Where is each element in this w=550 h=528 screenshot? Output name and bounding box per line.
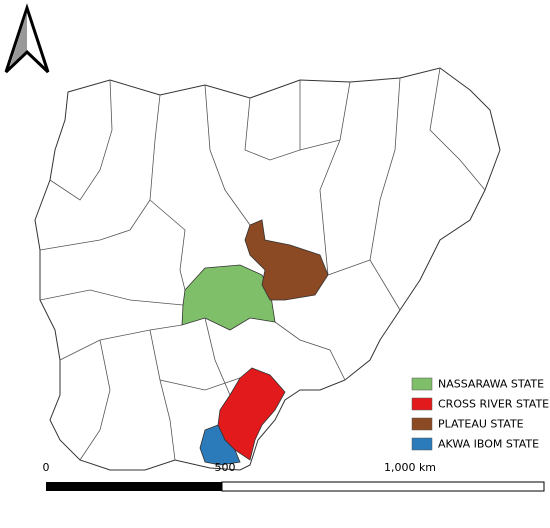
legend-label: CROSS RIVER STATE: [438, 398, 549, 411]
scale-bar: 0 500 1,000 km: [43, 461, 545, 492]
legend-label: NASSARAWA STATE: [438, 378, 544, 391]
state-borders: [39, 67, 486, 461]
legend-swatch: [411, 397, 433, 411]
scale-segment: [221, 481, 545, 492]
legend-swatch: [411, 437, 433, 451]
state-cross-river: [217, 367, 286, 461]
legend-label: PLATEAU STATE: [438, 418, 524, 431]
state-nassarawa: [181, 264, 276, 331]
legend-swatch: [411, 417, 433, 431]
legend-label: AKWA IBOM STATE: [438, 438, 539, 451]
state-akwa-ibom: [199, 424, 241, 466]
state-plateau: [244, 219, 329, 301]
legend: NASSARAWA STATE CROSS RIVER STATE PLATEAU …: [411, 377, 549, 451]
legend-swatch: [411, 377, 433, 391]
north-arrow: [4, 3, 50, 74]
scale-label: 0: [43, 461, 50, 474]
scale-segment: [46, 482, 222, 491]
scale-label: 500: [215, 461, 236, 474]
scale-label: 1,000 km: [384, 461, 436, 474]
